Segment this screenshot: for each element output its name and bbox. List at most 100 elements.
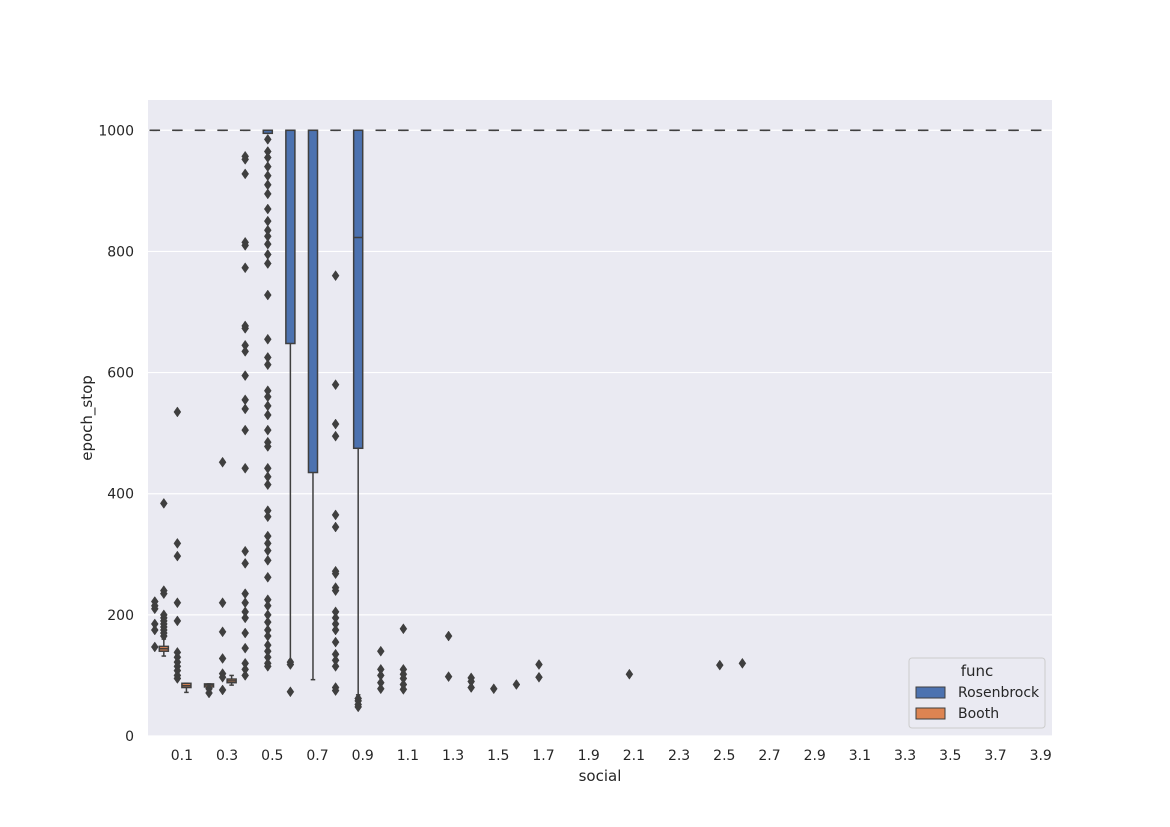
outlier-point	[263, 188, 272, 200]
outlier-point	[241, 345, 249, 357]
outlier-point	[218, 671, 227, 683]
x-tick-label: 3.1	[849, 748, 871, 764]
outlier-point	[263, 571, 272, 583]
outlier-point	[738, 657, 747, 669]
x-tick-label: 0.5	[261, 748, 283, 764]
x-tick-label: 2.7	[758, 748, 780, 764]
outlier-point	[286, 686, 295, 698]
grid-lines	[148, 129, 1052, 737]
outlier-point	[241, 424, 249, 436]
outlier-point	[376, 683, 385, 695]
outlier-point	[263, 660, 272, 672]
x-tick-label: 0.3	[216, 748, 238, 764]
x-tick-label: 1.5	[487, 748, 509, 764]
outlier-point	[173, 673, 182, 684]
outlier-point	[489, 683, 498, 695]
outlier-point	[331, 660, 340, 672]
outlier-point	[218, 597, 227, 609]
outlier-point	[331, 270, 340, 282]
x-tick-label: 1.9	[578, 748, 600, 764]
outlier-point	[218, 626, 227, 638]
outlier-point	[150, 624, 159, 636]
outlier-point	[512, 679, 521, 690]
plot-background	[148, 100, 1052, 736]
outlier-point	[444, 671, 453, 683]
outlier-point	[241, 545, 249, 557]
outlier-point	[331, 568, 340, 580]
outlier-point	[535, 659, 543, 670]
outlier-point	[173, 615, 182, 627]
outlier-point	[241, 322, 249, 334]
x-tick-label: 3.7	[984, 748, 1006, 764]
outlier-point	[399, 623, 408, 635]
outlier-point	[173, 597, 182, 609]
outlier-point	[263, 359, 272, 371]
outlier-point	[625, 668, 634, 680]
outliers-layer	[150, 133, 747, 713]
x-tick-label: 3.5	[939, 748, 961, 764]
y-tick-label: 1000	[98, 123, 134, 139]
outlier-point	[331, 509, 340, 521]
outlier-point	[263, 424, 272, 436]
legend-swatch-rosenbrock	[915, 686, 946, 699]
y-axis-label: epoch_stop	[78, 375, 97, 461]
outlier-point	[241, 403, 249, 415]
outlier-point	[331, 585, 340, 597]
outlier-point	[263, 554, 272, 566]
outlier-point	[331, 624, 340, 636]
outlier-point	[331, 430, 340, 442]
x-tick-label: 2.5	[713, 748, 735, 764]
outlier-point	[376, 645, 385, 657]
outlier-point	[241, 239, 249, 251]
outlier-point	[160, 609, 168, 621]
x-tick-label: 2.9	[804, 748, 826, 764]
outlier-point	[160, 585, 168, 597]
x-tick-label: 3.9	[1030, 748, 1052, 764]
outlier-point	[241, 462, 249, 474]
outlier-point	[399, 683, 408, 695]
y-tick-label: 800	[107, 244, 134, 260]
outlier-point	[241, 642, 249, 654]
outlier-point	[263, 441, 272, 452]
outlier-point	[150, 641, 159, 653]
outlier-point	[331, 636, 340, 648]
outlier-point	[535, 671, 543, 683]
y-tick-labels: 0 200 400 600 800 1000	[98, 123, 134, 745]
outlier-point	[241, 370, 249, 382]
x-tick-label: 0.1	[171, 748, 193, 764]
outlier-point	[263, 333, 272, 345]
legend-label-rosenbrock: Rosenbrock	[958, 685, 1040, 701]
x-axis-label: social	[579, 767, 622, 785]
outlier-point	[205, 687, 213, 699]
legend-swatch-booth	[915, 707, 946, 720]
outlier-point	[173, 550, 182, 562]
outlier-point	[160, 497, 168, 509]
legend-title: func	[961, 662, 994, 680]
outlier-point	[331, 521, 340, 533]
x-tick-labels: 0.1 0.3 0.5 0.7 0.9 1.1 1.3 1.5 1.7 1.9 2.1 2.3 2.5 2…	[171, 748, 1052, 764]
y-tick-label: 0	[125, 729, 134, 745]
legend-label-booth: Booth	[958, 706, 999, 722]
x-tick-label: 1.1	[397, 748, 419, 764]
x-tick-label: 1.3	[442, 748, 464, 764]
outlier-point	[286, 659, 295, 670]
y-tick-label: 600	[107, 366, 134, 382]
boxes-layer	[149, 129, 1042, 696]
outlier-point	[173, 406, 182, 418]
outlier-point	[218, 684, 227, 696]
outlier-point	[263, 258, 272, 269]
outlier-point	[444, 630, 453, 642]
outlier-point	[263, 289, 272, 301]
outlier-point	[467, 682, 475, 693]
outlier-point	[263, 133, 272, 145]
box-iqr	[285, 129, 296, 345]
y-tick-label: 200	[107, 608, 134, 624]
outlier-point	[263, 203, 272, 215]
outlier-point	[173, 537, 182, 549]
outlier-point	[241, 557, 249, 569]
outlier-point	[241, 669, 249, 681]
x-tick-label: 3.3	[894, 748, 916, 764]
legend: func Rosenbrock Booth	[908, 657, 1046, 729]
outlier-point	[263, 511, 272, 523]
